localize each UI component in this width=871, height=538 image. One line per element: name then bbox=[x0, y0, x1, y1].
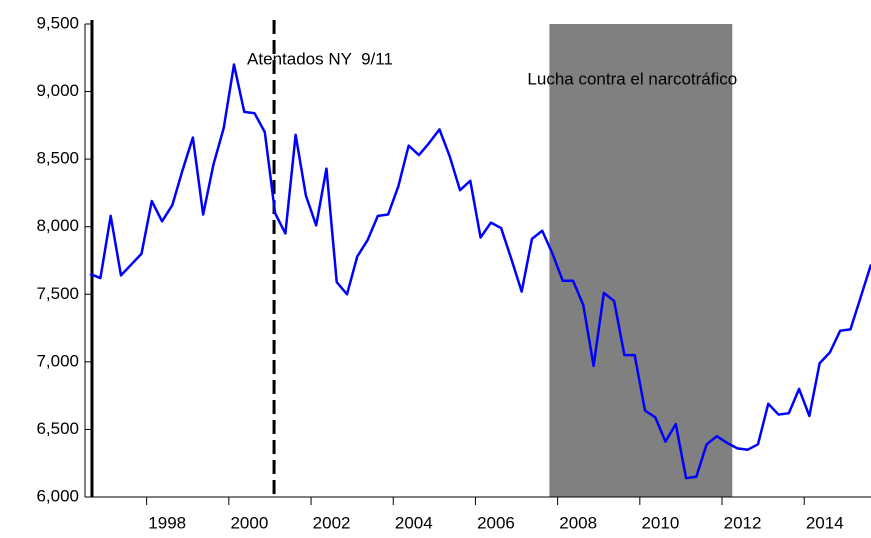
x-tick-label: 2010 bbox=[641, 513, 679, 532]
y-tick-label: 6,500 bbox=[36, 419, 79, 438]
annotation: Lucha contra el narcotráfico bbox=[527, 69, 737, 88]
data-line bbox=[89, 63, 871, 480]
y-tick-label: 6,000 bbox=[36, 486, 79, 505]
y-tick-label: 9,500 bbox=[36, 13, 79, 32]
x-tick-label: 2008 bbox=[559, 513, 597, 532]
x-tick-label: 2002 bbox=[313, 513, 351, 532]
x-tick-label: 2004 bbox=[395, 513, 433, 532]
y-tick-label: 7,000 bbox=[36, 351, 79, 370]
y-tick-label: 8,500 bbox=[36, 149, 79, 168]
y-tick-label: 8,000 bbox=[36, 216, 79, 235]
x-tick-label: 2006 bbox=[477, 513, 515, 532]
annotation: Atentados NY 9/11 bbox=[247, 49, 393, 68]
x-tick-label: 2012 bbox=[724, 513, 762, 532]
y-tick-label: 9,000 bbox=[36, 81, 79, 100]
x-tick-label: 2014 bbox=[806, 513, 844, 532]
shaded-region bbox=[549, 24, 733, 497]
y-tick-label: 7,500 bbox=[36, 284, 79, 303]
x-tick-label: 1998 bbox=[148, 513, 186, 532]
x-tick-label: 2000 bbox=[230, 513, 268, 532]
